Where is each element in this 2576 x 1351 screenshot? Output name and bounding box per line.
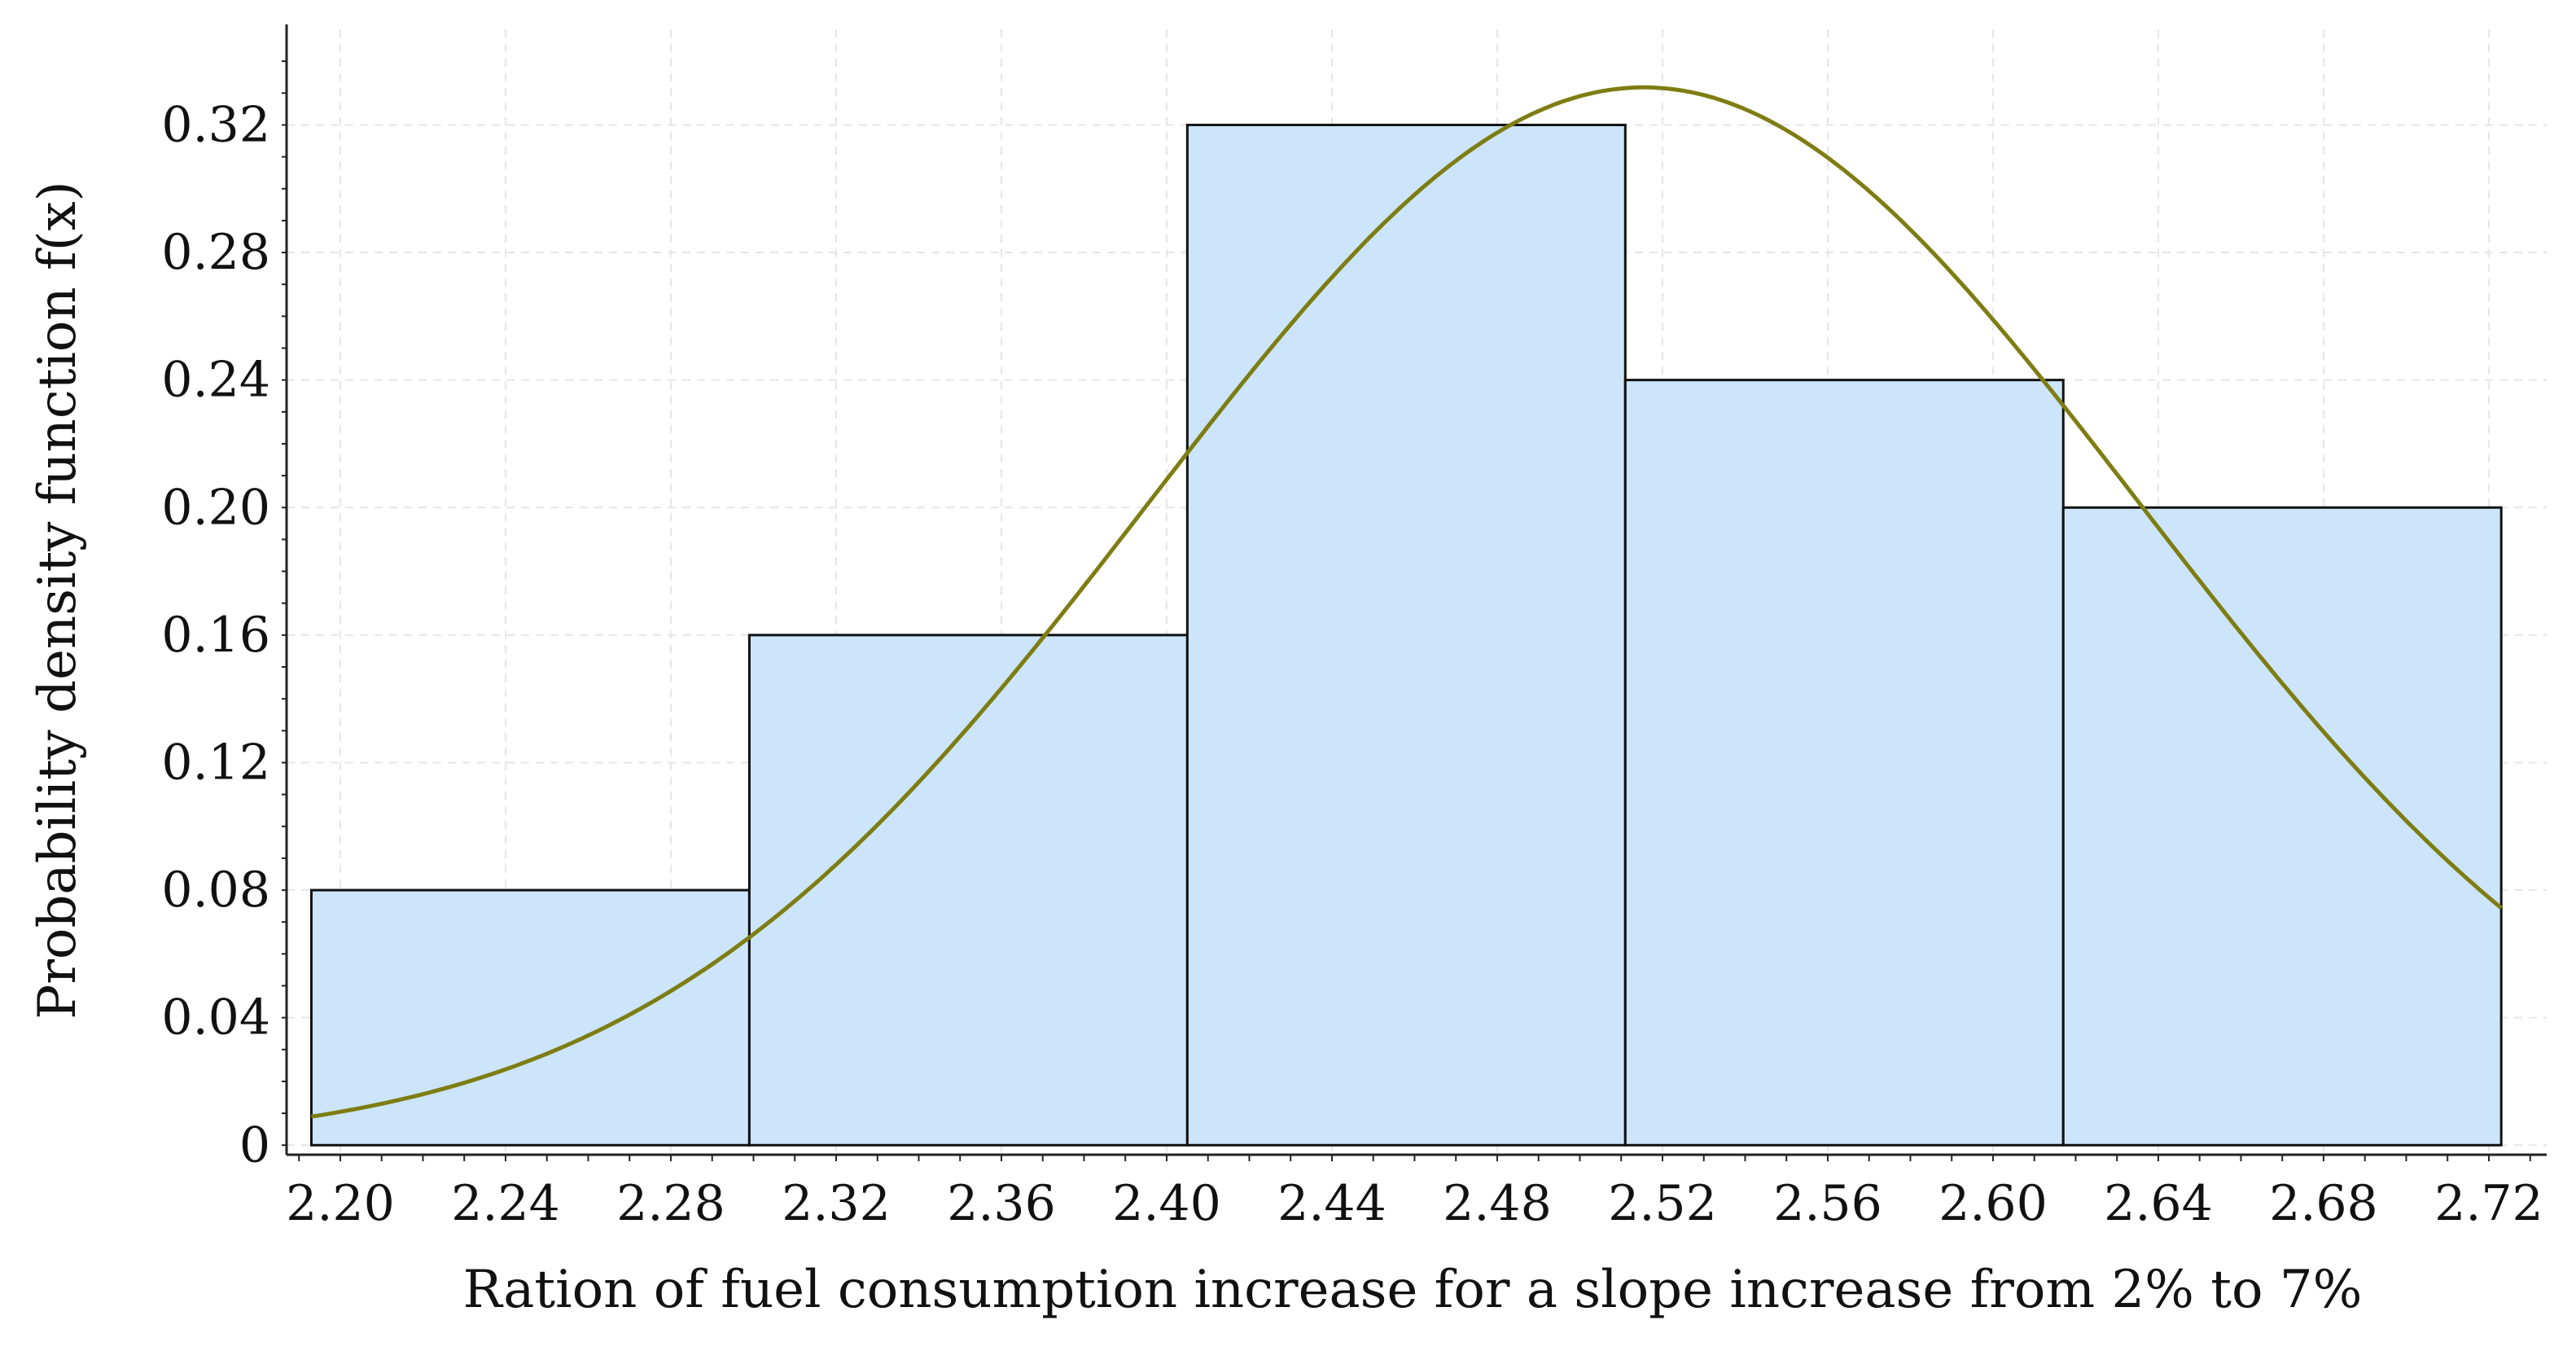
y-tick-label: 0.04 — [161, 989, 270, 1046]
x-axis-title: Ration of fuel consumption increase for … — [463, 1260, 2363, 1320]
y-tick-label: 0.16 — [161, 607, 270, 664]
x-tick-label: 2.68 — [2269, 1175, 2378, 1232]
histogram-bars — [309, 123, 2503, 1147]
histogram-bar-1 — [309, 888, 751, 1147]
x-tick-label: 2.72 — [2434, 1175, 2543, 1232]
x-tick-label: 2.52 — [1608, 1175, 1717, 1232]
x-tick-label: 2.48 — [1443, 1175, 1552, 1232]
tick-labels: 2.20 2.24 2.28 2.32 2.36 2.40 2.44 2.48 2.52 2.56… — [161, 96, 2543, 1232]
y-tick-label: 0.32 — [161, 96, 270, 153]
x-tick-label: 2.60 — [1939, 1175, 2048, 1232]
x-tick-label: 2.56 — [1773, 1175, 1882, 1232]
histogram-bar-2 — [747, 634, 1189, 1147]
x-tick-label: 2.28 — [616, 1175, 725, 1232]
histogram-bar-5 — [2061, 506, 2503, 1147]
y-tick-label: 0.20 — [161, 479, 270, 536]
x-tick-label: 2.64 — [2104, 1175, 2213, 1232]
histogram-bar-4 — [1623, 379, 2065, 1147]
x-tick-label: 2.44 — [1277, 1175, 1387, 1232]
histogram-bar-3 — [1185, 123, 1627, 1147]
y-tick-label: 0 — [239, 1116, 270, 1173]
x-tick-label: 2.20 — [286, 1175, 395, 1232]
y-tick-label: 0.24 — [161, 352, 270, 409]
x-tick-label: 2.32 — [782, 1175, 891, 1232]
y-tick-label: 0.28 — [161, 224, 270, 281]
axes — [282, 24, 2547, 1161]
y-tick-label: 0.08 — [161, 862, 270, 919]
fit-curve-group — [311, 85, 2503, 1119]
x-tick-label: 2.24 — [451, 1175, 560, 1232]
fit-curve — [311, 85, 2503, 1119]
x-tick-label: 2.40 — [1112, 1175, 1221, 1232]
y-tick-label: 0.12 — [161, 734, 270, 791]
x-tick-label: 2.36 — [947, 1175, 1056, 1232]
y-axis-title: Probability density function f(x) — [28, 181, 88, 1019]
